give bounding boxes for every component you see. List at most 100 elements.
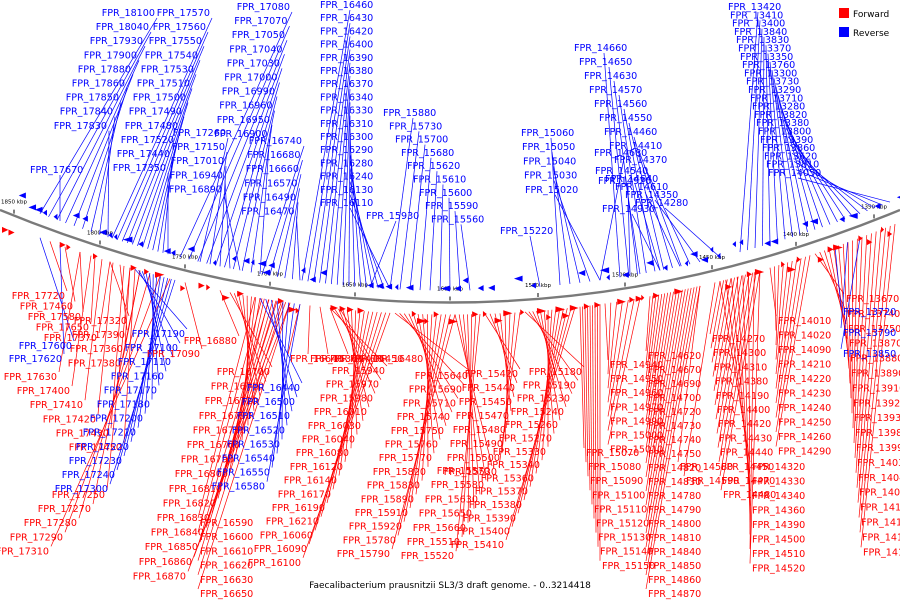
forward-gene-label[interactable]: FPR_17460 [20, 302, 73, 313]
forward-gene-label[interactable]: FPR_15470 [456, 411, 509, 422]
forward-gene-label[interactable]: FPR_14780 [648, 491, 701, 502]
reverse-gene-label[interactable]: FPR_17540 [145, 50, 198, 61]
forward-gene-label[interactable]: FPR_15330 [493, 447, 546, 458]
reverse-gene-label[interactable]: FPR_14650 [579, 57, 632, 68]
forward-gene-label[interactable]: FPR_16840 [151, 528, 204, 539]
forward-gene-label[interactable]: FPR_14310 [714, 362, 767, 373]
forward-gene-label[interactable]: FPR_16480 [370, 354, 423, 365]
reverse-gene-label[interactable]: FPR_17830 [54, 121, 107, 132]
forward-gene-label[interactable]: FPR_14260 [778, 432, 831, 443]
forward-gene-label[interactable]: FPR_17580 [28, 312, 81, 323]
forward-gene-label[interactable]: FPR_16450 [350, 354, 403, 365]
forward-gene-label[interactable]: FPR_15150 [602, 561, 655, 572]
forward-gene-label[interactable]: FPR_16080 [296, 448, 349, 459]
forward-gene-label[interactable]: FPR_14210 [778, 360, 831, 371]
forward-gene-label[interactable]: FPR_16620 [200, 561, 253, 572]
forward-gene-label[interactable]: FPR_15240 [511, 407, 564, 418]
reverse-gene-label[interactable]: FPR_17100 [125, 343, 178, 354]
forward-gene-label[interactable]: FPR_16030 [308, 421, 361, 432]
forward-gene-label[interactable]: FPR_17320 [74, 316, 127, 327]
forward-gene-label[interactable]: FPR_15710 [403, 398, 456, 409]
forward-gene-label[interactable]: FPR_15090 [590, 476, 643, 487]
forward-gene-label[interactable]: FPR_17380 [68, 358, 121, 369]
forward-gene-label[interactable]: FPR_14380 [715, 377, 768, 388]
reverse-gene-label[interactable]: FPR_17520 [121, 135, 174, 146]
reverse-gene-label[interactable]: FPR_14640 [605, 174, 658, 185]
reverse-gene-label[interactable]: FPR_13420 [728, 2, 781, 13]
forward-gene-label[interactable]: FPR_13750 [848, 324, 900, 335]
forward-gene-label[interactable]: FPR_14080 [859, 488, 900, 499]
forward-gene-label[interactable]: FPR_15830 [367, 481, 420, 492]
reverse-gene-label[interactable]: FPR_14460 [604, 127, 657, 138]
forward-gene-label[interactable]: FPR_15570 [437, 466, 490, 477]
forward-gene-label[interactable]: FPR_17400 [17, 386, 70, 397]
reverse-gene-label[interactable]: FPR_16330 [320, 106, 373, 117]
forward-gene-label[interactable]: FPR_14240 [778, 403, 831, 414]
reverse-gene-label[interactable]: FPR_13410 [730, 10, 783, 21]
forward-gene-label[interactable]: FPR_14790 [648, 505, 701, 516]
reverse-gene-label[interactable]: FPR_17210 [83, 428, 136, 439]
forward-gene-label[interactable]: FPR_16630 [200, 575, 253, 586]
reverse-gene-label[interactable]: FPR_17930 [90, 36, 143, 47]
forward-gene-label[interactable]: FPR_16190 [272, 503, 325, 514]
reverse-gene-label[interactable]: FPR_17220 [76, 442, 129, 453]
forward-gene-label[interactable]: FPR_14010 [778, 316, 831, 327]
reverse-gene-label[interactable]: FPR_17030 [227, 58, 280, 69]
forward-gene-label[interactable]: FPR_14400 [717, 405, 770, 416]
reverse-gene-label[interactable]: FPR_17490 [129, 107, 182, 118]
reverse-gene-label[interactable]: FPR_13620 [764, 151, 817, 162]
reverse-gene-label[interactable]: FPR_16510 [237, 411, 290, 422]
forward-gene-label[interactable]: FPR_16730 [199, 411, 252, 422]
forward-gene-label[interactable]: FPR_14590 [686, 476, 739, 487]
reverse-gene-label[interactable]: FPR_17850 [66, 93, 119, 104]
reverse-gene-label[interactable]: FPR_13370 [738, 44, 791, 55]
reverse-gene-label[interactable]: FPR_18040 [96, 22, 149, 33]
forward-gene-label[interactable]: FPR_14740 [648, 435, 701, 446]
forward-gene-label[interactable]: FPR_15480 [453, 425, 506, 436]
reverse-gene-label[interactable]: FPR_17230 [69, 456, 122, 467]
forward-gene-label[interactable]: FPR_15690 [409, 385, 462, 396]
forward-gene-label[interactable]: FPR_17290 [10, 532, 63, 543]
forward-gene-label[interactable]: FPR_14480 [723, 490, 776, 501]
forward-gene-label[interactable]: FPR_17650 [36, 323, 89, 334]
reverse-gene-label[interactable]: FPR_16390 [320, 53, 373, 64]
reverse-gene-label[interactable]: FPR_15730 [389, 121, 442, 132]
reverse-gene-label[interactable]: FPR_17900 [84, 50, 137, 61]
forward-gene-label[interactable]: FPR_15580 [431, 480, 484, 491]
reverse-gene-label[interactable]: FPR_17170 [104, 385, 157, 396]
forward-gene-label[interactable]: FPR_14320 [752, 462, 805, 473]
forward-gene-label[interactable]: FPR_14800 [648, 519, 701, 530]
forward-gene-label[interactable]: FPR_17410 [30, 400, 83, 411]
forward-gene-label[interactable]: FPR_15440 [462, 383, 515, 394]
reverse-gene-label[interactable]: FPR_13840 [734, 27, 787, 38]
reverse-gene-label[interactable]: FPR_13390 [760, 135, 813, 146]
reverse-gene-label[interactable]: FPR_13290 [748, 85, 801, 96]
forward-gene-label[interactable]: FPR_14300 [713, 348, 766, 359]
reverse-gene-label[interactable]: FPR_15930 [366, 211, 419, 222]
forward-gene-label[interactable]: FPR_14420 [718, 419, 771, 430]
reverse-gene-label[interactable]: FPR_17670 [30, 165, 83, 176]
reverse-gene-label[interactable]: FPR_16540 [222, 454, 275, 465]
reverse-gene-label[interactable]: FPR_17570 [157, 8, 210, 19]
reverse-gene-label[interactable]: FPR_15040 [523, 156, 576, 167]
forward-gene-label[interactable]: FPR_15360 [481, 473, 534, 484]
forward-gene-label[interactable]: FPR_15760 [385, 440, 438, 451]
forward-gene-label[interactable]: FPR_16830 [157, 513, 210, 524]
forward-gene-label[interactable]: FPR_15650 [419, 509, 472, 520]
forward-gene-label[interactable]: FPR_15190 [523, 380, 576, 391]
reverse-gene-label[interactable]: FPR_16890 [169, 184, 222, 195]
forward-gene-label[interactable]: FPR_15920 [349, 522, 402, 533]
reverse-gene-label[interactable]: FPR_17040 [229, 44, 282, 55]
forward-gene-label[interactable]: FPR_16210 [266, 517, 319, 528]
reverse-gene-label[interactable]: FPR_13380 [756, 118, 809, 129]
forward-gene-label[interactable]: FPR_15120 [596, 519, 649, 530]
reverse-gene-label[interactable]: FPR_17440 [117, 149, 170, 160]
reverse-gene-label[interactable]: FPR_13300 [744, 68, 797, 79]
forward-gene-label[interactable]: FPR_15110 [594, 504, 647, 515]
forward-gene-label[interactable]: FPR_16640 [290, 354, 343, 365]
forward-gene-label[interactable]: FPR_15230 [517, 394, 570, 405]
forward-gene-label[interactable]: FPR_16120 [290, 462, 343, 473]
reverse-gene-label[interactable]: FPR_16740 [249, 136, 302, 147]
forward-gene-label[interactable]: FPR_14150 [863, 547, 900, 558]
forward-gene-label[interactable]: FPR_14290 [778, 447, 831, 458]
